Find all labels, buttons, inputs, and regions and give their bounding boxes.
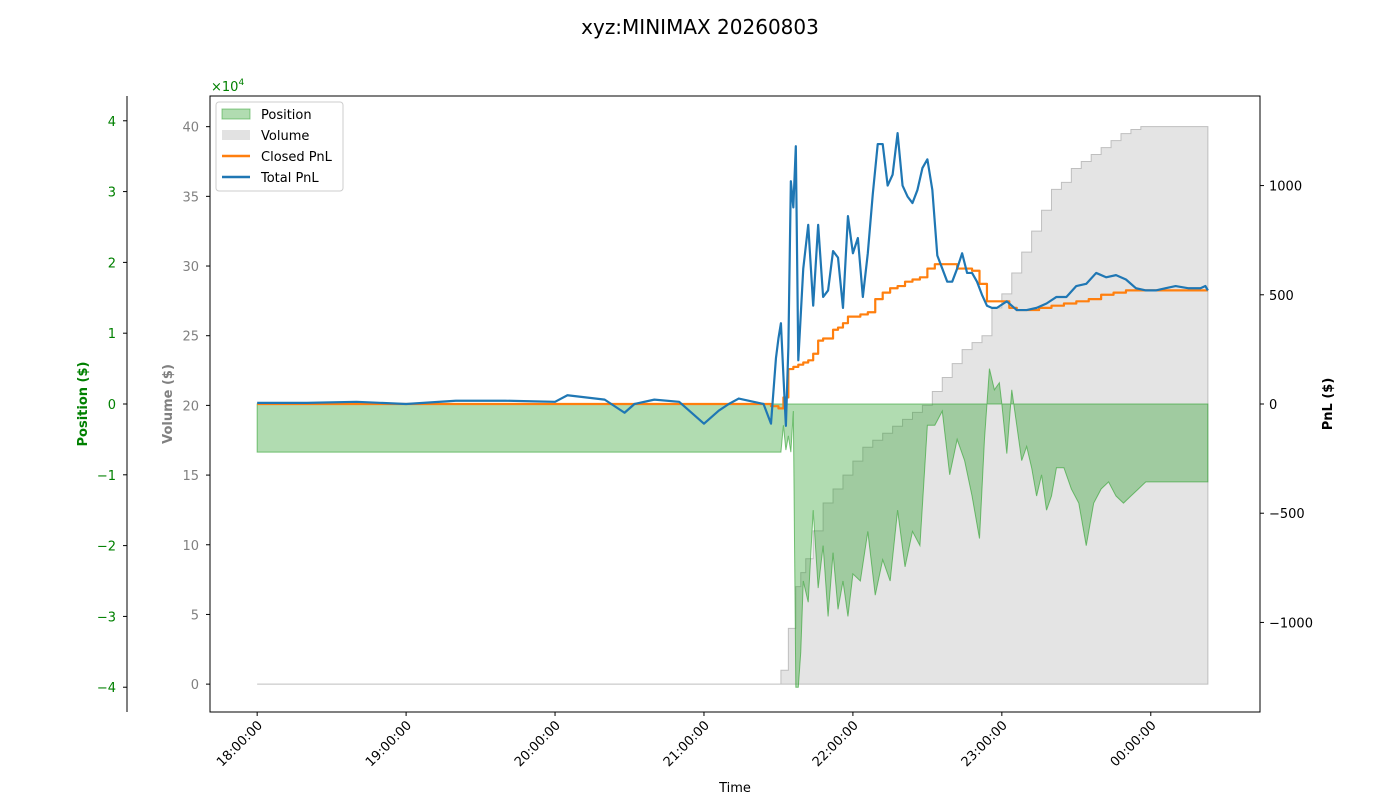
pnl-tick-label: 0: [1269, 398, 1277, 413]
volume-axis-label: Volume ($): [161, 364, 176, 444]
closed-pnl-layer: [257, 263, 1208, 410]
pnl-axis: −1000 −500 0 500 1000: [1260, 180, 1313, 631]
legend-item-closed-pnl: Closed PnL: [222, 150, 333, 165]
volume-tick-label: 0: [191, 678, 199, 693]
x-tick-label: 23:00:00: [959, 718, 1011, 770]
pnl-tick-label: −500: [1269, 507, 1305, 522]
position-tick-label: −1: [97, 469, 116, 484]
legend-label-closed-pnl: Closed PnL: [261, 150, 333, 165]
position-area-layer: [256, 368, 1209, 688]
legend-label-total-pnl: Total PnL: [260, 171, 319, 186]
x-tick-label: 18:00:00: [214, 718, 266, 770]
position-area: [256, 368, 1209, 688]
x-tick-label: 19:00:00: [363, 718, 415, 770]
volume-area: [257, 126, 1209, 685]
total-pnl-line: [257, 132, 1209, 427]
volume-axis: 0 5 10 15 20 25 30 35 40: [182, 121, 210, 693]
volume-tick-label: 15: [182, 469, 199, 484]
x-tick-label: 20:00:00: [512, 718, 564, 770]
x-axis: 18:00:00 19:00:00 20:00:00 21:00:00 22:00:00…: [214, 712, 1160, 770]
position-tick-label: −2: [97, 540, 116, 555]
volume-tick-label: 35: [182, 190, 199, 205]
x-axis-label: Time: [718, 781, 751, 796]
position-tick-label: 3: [108, 186, 116, 201]
x-tick-label: 21:00:00: [661, 718, 713, 770]
volume-tick-label: 25: [182, 330, 199, 345]
pnl-tick-label: 500: [1269, 289, 1294, 304]
legend-swatch-position: [221, 108, 251, 120]
position-axis-multiplier: ×104: [211, 78, 244, 95]
legend-item-total-pnl: Total PnL: [222, 171, 319, 186]
position-axis: −4 −3 −2 −1 0 1 2 3 4: [97, 96, 128, 712]
chart-title: xyz:MINIMAX 20260803: [581, 15, 819, 39]
pnl-tick-label: −1000: [1269, 616, 1313, 631]
position-tick-label: 0: [108, 398, 116, 413]
volume-area-layer: [257, 126, 1209, 685]
legend-label-volume: Volume: [261, 129, 309, 144]
volume-tick-label: 10: [182, 539, 199, 554]
legend-box: [215, 101, 344, 192]
pnl-tick-label: 1000: [1269, 180, 1302, 195]
x-tick-label: 00:00:00: [1108, 718, 1160, 770]
legend-item-position: Position: [221, 108, 312, 123]
total-pnl-layer: [257, 132, 1209, 427]
position-axis-label: Position ($): [76, 362, 91, 447]
volume-tick-label: 5: [191, 608, 199, 623]
x-tick-label: 22:00:00: [810, 718, 862, 770]
pnl-axis-label: PnL ($): [1321, 378, 1336, 431]
closed-pnl-line: [257, 263, 1208, 410]
position-tick-label: 1: [108, 327, 116, 342]
volume-tick-label: 30: [182, 260, 199, 275]
legend-item-volume: Volume: [222, 129, 309, 144]
position-tick-label: 2: [108, 256, 116, 271]
plot-area: [209, 95, 1261, 713]
legend-label-position: Position: [261, 108, 312, 123]
volume-tick-label: 20: [182, 399, 199, 414]
position-tick-label: 4: [108, 115, 116, 130]
legend: Position Volume Closed PnL Total PnL: [215, 101, 344, 192]
volume-tick-label: 40: [182, 121, 199, 136]
position-tick-label: −4: [97, 681, 116, 696]
legend-swatch-volume: [222, 130, 250, 140]
position-tick-label: −3: [97, 610, 116, 625]
